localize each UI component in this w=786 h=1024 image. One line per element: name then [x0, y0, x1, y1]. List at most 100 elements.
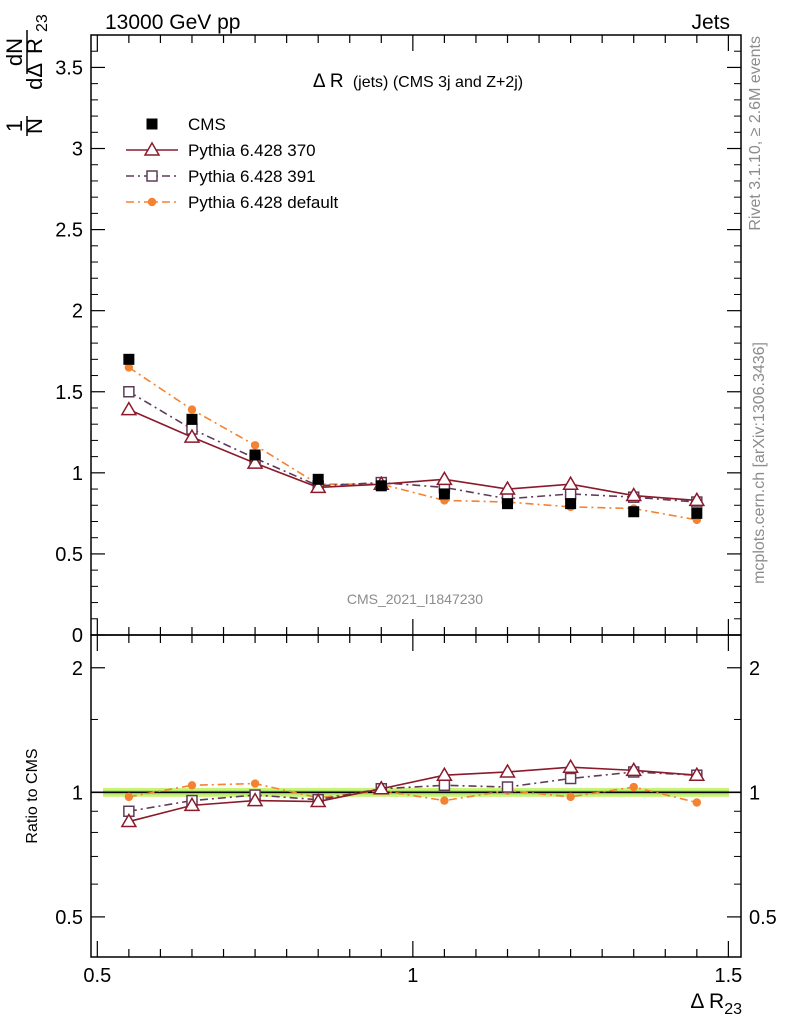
main-series-line: [128, 408, 697, 502]
legend-label: Pythia 6.428 370: [188, 141, 316, 160]
legend: CMS Pythia 6.428 370 Pythia 6.428 391 Pythi…: [126, 115, 339, 212]
main-data-point: [691, 507, 703, 519]
ratio-data-point: [499, 763, 516, 778]
main-title-sub: (jets) (CMS 3j and Z+2j): [353, 74, 523, 91]
legend-item: Pythia 6.428 370: [126, 141, 316, 160]
main-data-point: [688, 491, 706, 507]
ratio-series-line: [128, 782, 698, 804]
ratio-data-point: [183, 796, 201, 812]
main-ytick-label: 1: [72, 463, 83, 485]
ratio-ytick-label-right: 0.5: [749, 907, 777, 929]
ratio-data-point: [625, 761, 643, 777]
ylabel-dn: dN: [2, 38, 27, 66]
main-data-point: [123, 353, 135, 365]
main-data-point: [250, 441, 260, 450]
ratio-data-point: [124, 792, 134, 802]
main-data-point: [436, 470, 453, 486]
legend-item: Pythia 6.428 391: [126, 167, 316, 186]
main-axis-ticks: 0 0.5 1 1.5 2 2.5 3 3.5: [55, 35, 741, 647]
header-left-label: 13000 GeV pp: [105, 11, 240, 34]
main-ytick-label: 2.5: [55, 220, 83, 242]
legend-item: CMS: [146, 115, 226, 134]
ylabel-one: 1: [2, 120, 27, 132]
ratio-data-point: [562, 758, 579, 773]
main-ytick-label: 3: [72, 139, 83, 161]
ratio-plot-frame: [90, 634, 742, 958]
main-data-point: [187, 405, 197, 414]
ratio-ylabel: Ratio to CMS: [24, 748, 41, 843]
ratio-data-point: [440, 796, 449, 805]
main-data-point: [123, 386, 135, 398]
main-data-point: [124, 363, 134, 372]
main-series-line: [128, 366, 697, 521]
ratio-data-point: [688, 766, 706, 781]
ylabel-r: R: [22, 38, 47, 54]
legend-marker: [143, 141, 161, 156]
main-data-point: [246, 454, 264, 469]
main-data-point: [564, 488, 577, 500]
ratio-ytick-label-right: 1: [749, 782, 760, 804]
ratio-ytick-label-left: 0.5: [55, 907, 83, 929]
xtick-label: 0.5: [83, 965, 111, 987]
main-series-pythia-6-428-default: [124, 363, 702, 525]
ratio-data-point: [692, 798, 702, 807]
legend-marker: [147, 197, 157, 207]
ratio-ytick-label-right: 2: [749, 658, 760, 680]
ratio-data-point: [309, 793, 327, 808]
ratio-axis-ticks: 0.5 0.5 1 1 2 2 0.5 1 1.5: [55, 635, 777, 987]
legend-label: Pythia 6.428 default: [188, 193, 339, 212]
ratio-series-line: [128, 766, 697, 823]
main-data-point: [309, 478, 327, 494]
main-ytick-label: 0: [72, 625, 83, 647]
ratio-ytick-label-left: 2: [72, 658, 83, 680]
main-data-point: [120, 401, 138, 416]
ratio-data-point: [501, 781, 514, 793]
main-series-line: [128, 391, 697, 503]
legend-item: Pythia 6.428 default: [126, 193, 339, 212]
xlabel: Δ R23: [690, 990, 742, 1018]
main-data-point: [375, 480, 387, 492]
xtick-label: 1: [407, 965, 418, 987]
main-data-point: [183, 428, 201, 443]
ratio-data-point: [436, 766, 453, 781]
xlabel-main: Δ R: [690, 990, 724, 1013]
main-data-point: [562, 475, 579, 490]
ratio-series-line: [128, 771, 697, 813]
legend-marker: [146, 118, 158, 130]
ylabel-n: N: [22, 118, 47, 134]
ratio-data-point: [120, 813, 138, 828]
main-ytick-label: 0.5: [55, 544, 83, 566]
ratio-data-point: [372, 780, 390, 795]
main-ytick-label: 3.5: [55, 57, 83, 79]
ratio-series-group: [120, 758, 706, 828]
main-data-point: [499, 480, 516, 495]
main-data-point: [628, 506, 640, 518]
main-title-delta-r: Δ R: [313, 71, 344, 92]
main-title: Δ R (jets) (CMS 3j and Z+2j): [313, 71, 523, 92]
ratio-data-point: [564, 772, 577, 785]
main-ytick-label: 1.5: [55, 382, 83, 404]
watermark-label: CMS_2021_I1847230: [347, 591, 483, 607]
legend-marker: [146, 170, 158, 182]
main-data-point: [438, 488, 450, 500]
ratio-ytick-label-left: 1: [72, 782, 83, 804]
rivet-label: Rivet 3.1.10, ≥ 2.6M events: [747, 36, 764, 231]
ratio-data-point: [187, 781, 197, 790]
ratio-data-point: [566, 792, 575, 802]
ylabel-subscript: 23: [34, 14, 51, 32]
ratio-data-point: [438, 779, 451, 792]
ylabel-d-delta-r: dΔ R 23: [22, 14, 51, 90]
main-data-point: [186, 413, 198, 425]
main-series-pythia-6-428-370: [120, 401, 706, 507]
main-series-pythia-6-428-391: [123, 386, 703, 508]
main-series-group: [120, 353, 706, 525]
main-data-point: [249, 449, 261, 461]
legend-label: CMS: [188, 115, 226, 134]
ratio-uncertainty-band: [91, 787, 741, 797]
ratio-data-point: [246, 792, 264, 807]
main-data-point: [502, 498, 514, 510]
ratio-data-point: [629, 782, 638, 792]
main-data-point: [312, 473, 324, 485]
mcplots-label: mcplots.cern.ch [arXiv:1306.3436]: [751, 342, 768, 584]
